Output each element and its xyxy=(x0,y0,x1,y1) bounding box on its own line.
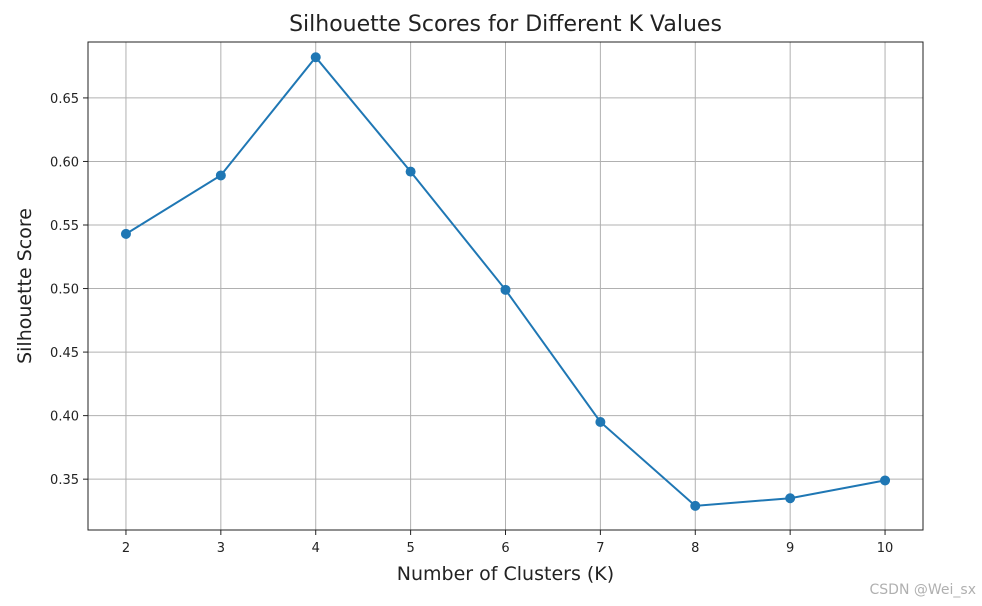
x-tick-label: 10 xyxy=(877,541,894,556)
y-tick-label: 0.65 xyxy=(50,92,79,107)
y-tick-label: 0.35 xyxy=(50,473,79,488)
x-tick-label: 8 xyxy=(691,541,699,556)
data-point xyxy=(310,52,321,63)
y-axis-label: Silhouette Score xyxy=(14,208,36,364)
y-tick-label: 0.45 xyxy=(50,346,79,361)
y-tick-label: 0.50 xyxy=(50,283,79,298)
data-point xyxy=(500,284,511,295)
x-tick-label: 7 xyxy=(596,541,604,556)
x-tick-label: 3 xyxy=(217,541,225,556)
x-axis-label: Number of Clusters (K) xyxy=(397,563,614,585)
data-point xyxy=(595,416,606,427)
series-group xyxy=(120,52,891,511)
chart-title: Silhouette Scores for Different K Values xyxy=(289,12,722,37)
data-point xyxy=(405,166,416,177)
x-tick-label: 9 xyxy=(786,541,794,556)
x-tick-label: 6 xyxy=(501,541,509,556)
data-point xyxy=(215,170,226,181)
data-point xyxy=(880,475,891,486)
x-axis-ticks: 2 3 4 5 6 7 8 9 10 xyxy=(122,530,894,556)
y-tick-label: 0.55 xyxy=(50,219,79,234)
y-axis-ticks: 0.35 0.40 0.45 0.50 0.55 0.60 0.65 xyxy=(50,92,88,488)
x-tick-label: 4 xyxy=(312,541,320,556)
data-point xyxy=(690,500,701,511)
data-point xyxy=(120,228,131,239)
y-tick-label: 0.60 xyxy=(50,155,79,170)
watermark: CSDN @Wei_sx xyxy=(869,582,976,598)
y-tick-label: 0.40 xyxy=(50,410,79,425)
x-tick-label: 5 xyxy=(406,541,414,556)
x-tick-label: 2 xyxy=(122,541,130,556)
data-point xyxy=(785,493,796,504)
